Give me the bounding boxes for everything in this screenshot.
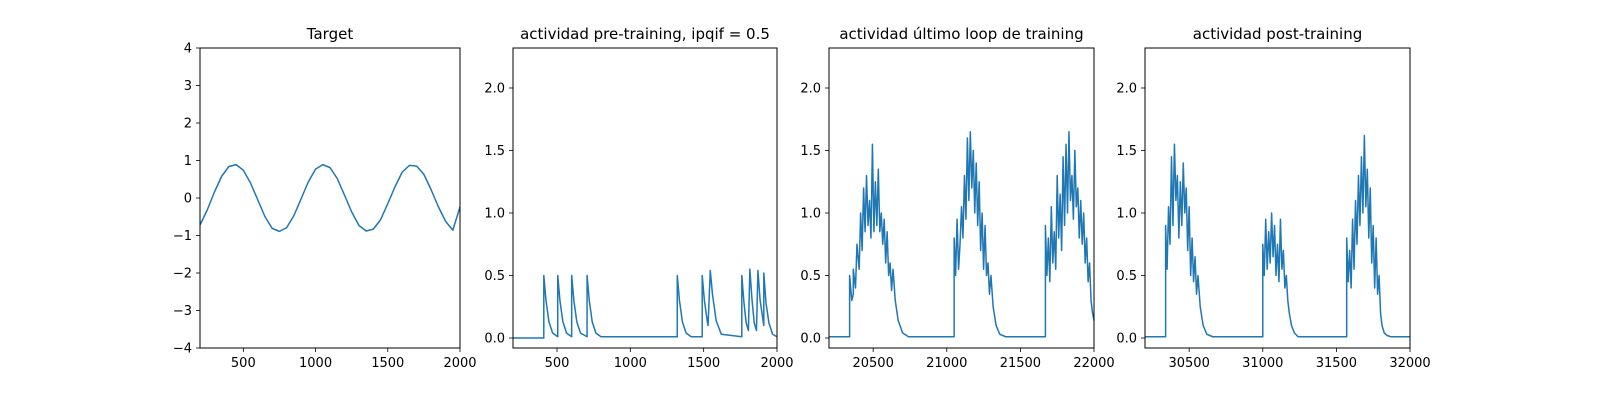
chart-title: Target <box>306 25 354 43</box>
axes-frame <box>828 47 1095 349</box>
x-tick-label: 31500 <box>1316 356 1357 371</box>
subplot-last-training-loop: 20500 21000 21500 22000 0.0 0.5 1.0 1.5 2.0 activ… <box>800 25 1114 371</box>
y-tick-label: 3 <box>184 79 192 94</box>
series-line-1 <box>1145 134 1410 338</box>
y-tick-label: −4 <box>173 342 192 357</box>
y-tick-label: 1.5 <box>1116 144 1137 159</box>
y-tick-label: 2.0 <box>484 82 505 97</box>
y-tick-label: 1 <box>184 154 192 169</box>
y-tick-label: 0 <box>184 192 192 207</box>
x-tick-label: 2000 <box>443 356 476 371</box>
series-line-1 <box>513 268 778 339</box>
chart-title: actividad post-training <box>1193 25 1362 43</box>
y-tick-label: 2.0 <box>1116 82 1137 97</box>
x-tick-label: 21000 <box>926 356 967 371</box>
y-tick-label: 4 <box>184 42 192 57</box>
axes-frame <box>1144 47 1411 349</box>
y-tick-label: −2 <box>173 267 192 282</box>
x-tick-label: 20500 <box>852 356 893 371</box>
x-tick-label: 32000 <box>1389 356 1430 371</box>
series-line-1 <box>829 131 1095 338</box>
x-tick-label: 21500 <box>1000 356 1041 371</box>
chart-title: actividad último loop de training <box>839 25 1083 43</box>
x-tick-label: 2000 <box>760 356 793 371</box>
y-tick-label: 0.0 <box>484 332 505 347</box>
y-tick-label: 2 <box>184 117 192 132</box>
y-tick-label: 0.5 <box>1116 269 1137 284</box>
y-tick-label: 1.0 <box>800 207 821 222</box>
subplot-pre-training: 500 1000 1500 2000 0.0 0.5 1.0 1.5 2.0 actividad … <box>484 25 793 371</box>
y-tick-label: 1.0 <box>1116 207 1137 222</box>
y-tick-label: 0.0 <box>1116 332 1137 347</box>
y-tick-label: 1.5 <box>800 144 821 159</box>
y-tick-label: 1.5 <box>484 144 505 159</box>
axes-frame <box>512 47 778 349</box>
axes-frame <box>199 47 461 349</box>
y-tick-label: 0.5 <box>800 269 821 284</box>
x-tick-label: 500 <box>231 356 256 371</box>
subplot-target: 500 1000 1500 2000 −4 −3 −2 −1 0 1 2 3 4 Target <box>173 25 477 371</box>
x-tick-label: 1500 <box>687 356 720 371</box>
y-tick-label: −3 <box>173 304 192 319</box>
series-line-1 <box>199 163 461 233</box>
x-tick-label: 500 <box>545 356 570 371</box>
chart-title: actividad pre-training, ipqif = 0.5 <box>520 25 770 43</box>
y-tick-label: −1 <box>173 229 192 244</box>
x-tick-label: 22000 <box>1073 356 1114 371</box>
x-tick-label: 30500 <box>1168 356 1209 371</box>
y-tick-label: 2.0 <box>800 82 821 97</box>
subplot-post-training: 30500 31000 31500 32000 0.0 0.5 1.0 1.5 2.0 activ… <box>1116 25 1430 371</box>
y-tick-label: 0.0 <box>800 332 821 347</box>
x-tick-label: 1000 <box>614 356 647 371</box>
x-tick-label: 1500 <box>371 356 404 371</box>
x-tick-label: 31000 <box>1242 356 1283 371</box>
y-tick-label: 1.0 <box>484 207 505 222</box>
x-tick-label: 1000 <box>299 356 332 371</box>
y-tick-label: 0.5 <box>484 269 505 284</box>
